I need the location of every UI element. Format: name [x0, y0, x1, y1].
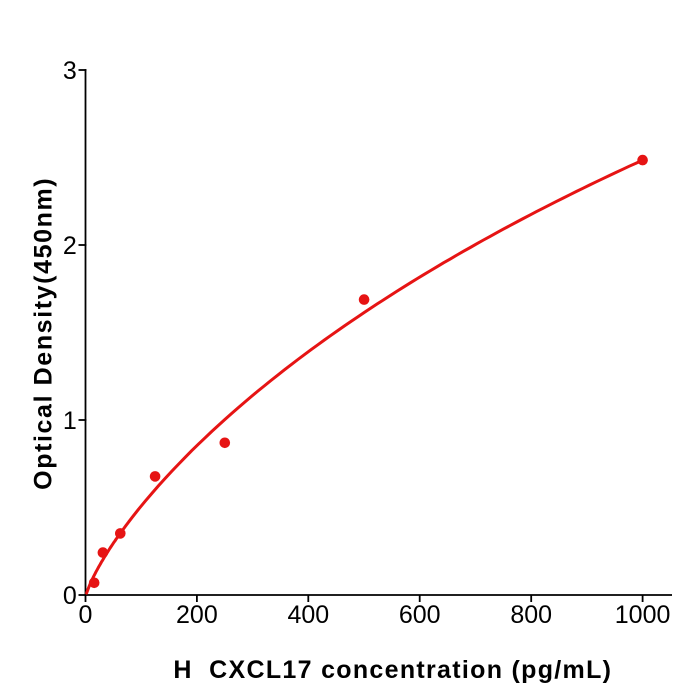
- svg-text:2: 2: [63, 232, 77, 260]
- svg-text:3: 3: [63, 57, 77, 85]
- svg-text:0: 0: [79, 601, 93, 629]
- svg-text:200: 200: [176, 601, 218, 629]
- svg-text:1: 1: [63, 407, 77, 435]
- svg-text:H CXCL17 concentration (pg/mL: H CXCL17 concentration (pg/mL): [173, 656, 612, 684]
- svg-text:800: 800: [510, 601, 552, 629]
- svg-text:Optical Density(450nm): Optical Density(450nm): [30, 177, 58, 490]
- svg-text:600: 600: [399, 601, 441, 629]
- svg-text:0: 0: [63, 582, 77, 610]
- svg-text:1000: 1000: [615, 601, 671, 629]
- svg-text:400: 400: [287, 601, 329, 629]
